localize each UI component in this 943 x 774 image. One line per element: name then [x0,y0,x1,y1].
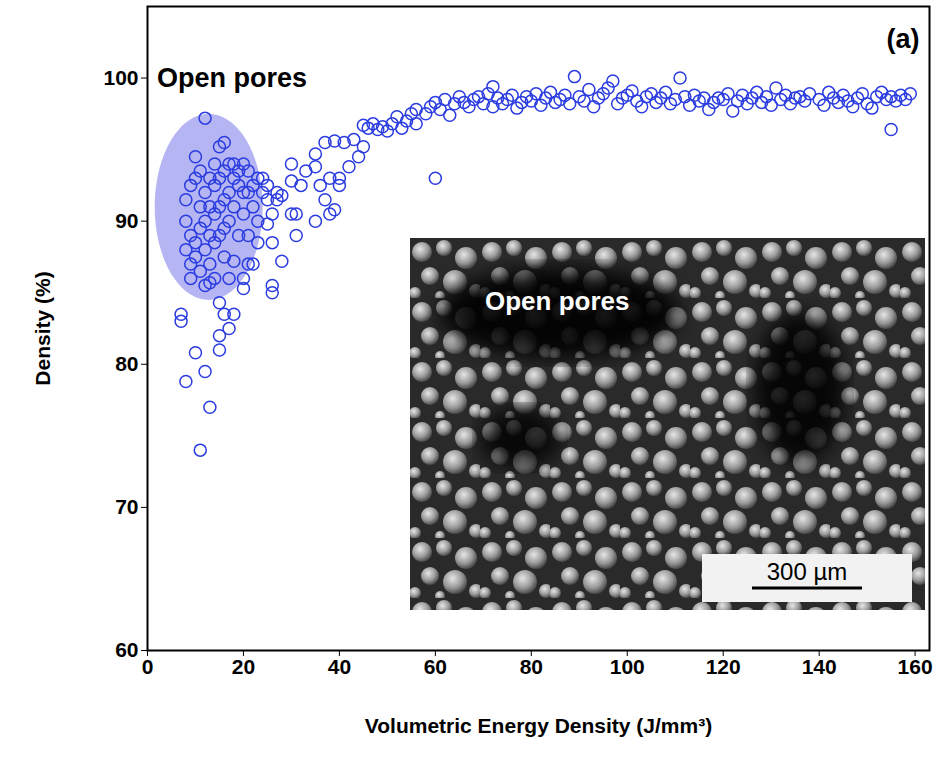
svg-text:90: 90 [115,209,138,232]
svg-text:60: 60 [424,655,447,678]
svg-text:70: 70 [115,495,138,518]
svg-text:Open pores: Open pores [157,63,307,93]
svg-text:(a): (a) [887,24,920,54]
svg-text:20: 20 [232,655,255,678]
svg-text:80: 80 [115,352,138,375]
svg-text:100: 100 [103,66,138,89]
svg-text:Open pores: Open pores [485,286,629,316]
svg-text:300 µm: 300 µm [767,558,848,585]
svg-text:160: 160 [898,655,933,678]
svg-text:Density (%): Density (%) [31,271,54,385]
svg-text:Volumetric Energy Density (J/m: Volumetric Energy Density (J/mm³) [365,714,712,737]
svg-text:120: 120 [706,655,741,678]
svg-text:60: 60 [115,638,138,661]
svg-text:140: 140 [802,655,837,678]
svg-text:80: 80 [520,655,543,678]
svg-text:0: 0 [142,655,154,678]
svg-text:100: 100 [610,655,645,678]
svg-text:40: 40 [328,655,351,678]
